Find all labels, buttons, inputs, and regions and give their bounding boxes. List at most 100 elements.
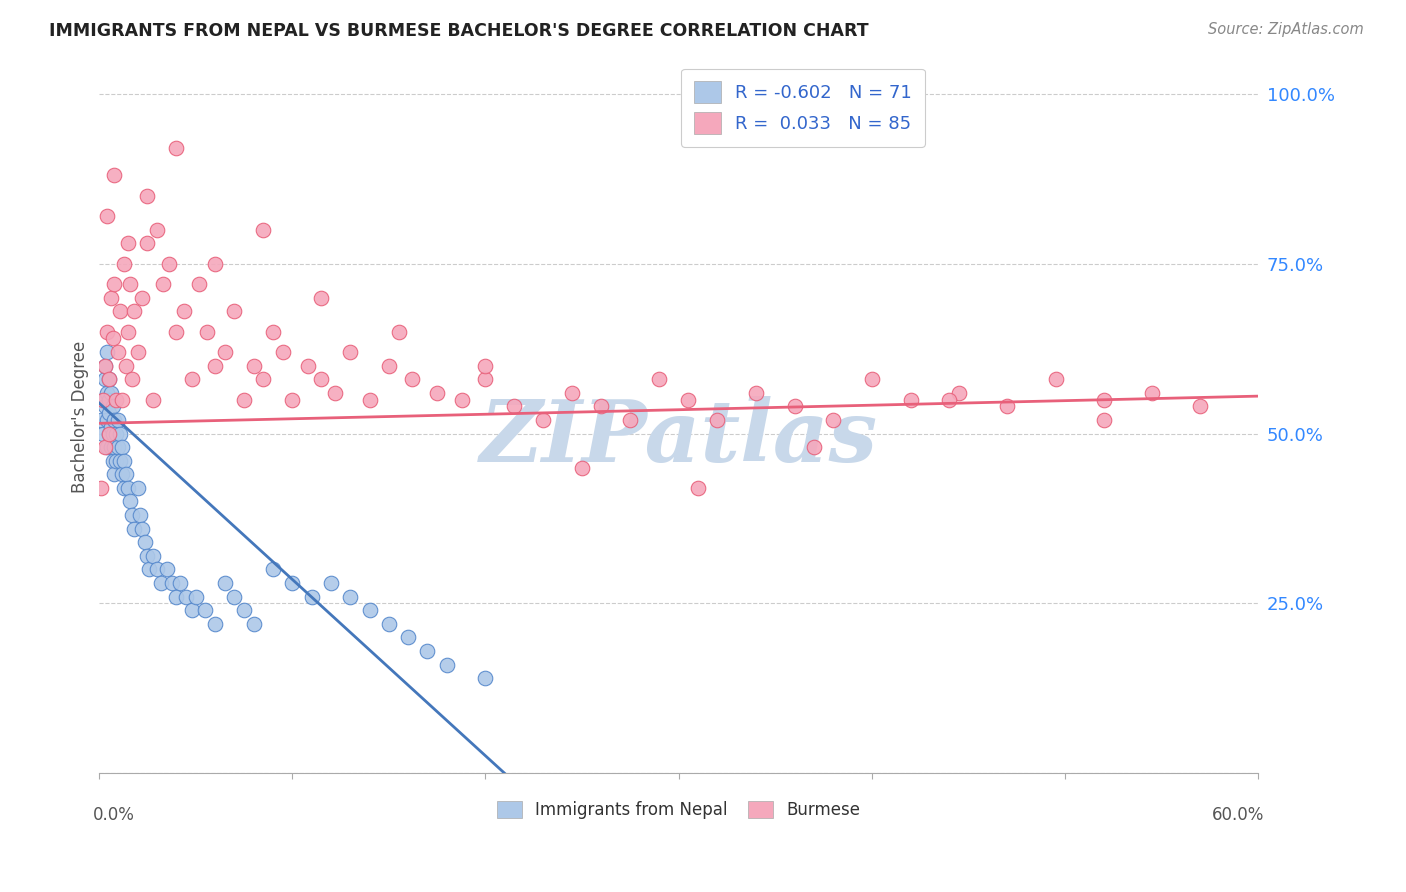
Point — [474, 372, 496, 386]
Point — [107, 345, 129, 359]
Point — [1045, 372, 1067, 386]
Point — [156, 562, 179, 576]
Point — [396, 631, 419, 645]
Point — [101, 453, 124, 467]
Point — [101, 400, 124, 414]
Point — [96, 440, 118, 454]
Point — [94, 359, 117, 373]
Point — [115, 359, 138, 373]
Point — [242, 359, 264, 373]
Point — [571, 460, 593, 475]
Point — [112, 453, 135, 467]
Point — [117, 325, 139, 339]
Point — [706, 413, 728, 427]
Point — [103, 467, 125, 482]
Point — [1189, 400, 1212, 414]
Point — [359, 392, 381, 407]
Point — [100, 419, 122, 434]
Point — [1092, 413, 1115, 427]
Point — [90, 413, 112, 427]
Text: Source: ZipAtlas.com: Source: ZipAtlas.com — [1208, 22, 1364, 37]
Point — [107, 413, 129, 427]
Point — [195, 325, 218, 339]
Point — [436, 657, 458, 672]
Point — [105, 392, 128, 407]
Point — [118, 277, 141, 291]
Point — [101, 331, 124, 345]
Point — [142, 392, 165, 407]
Point — [115, 467, 138, 482]
Point — [297, 359, 319, 373]
Point — [91, 392, 114, 407]
Point — [138, 562, 160, 576]
Point — [214, 576, 236, 591]
Point — [173, 304, 195, 318]
Point — [281, 392, 304, 407]
Point — [301, 590, 323, 604]
Point — [110, 304, 132, 318]
Point — [232, 603, 254, 617]
Point — [121, 508, 143, 522]
Point — [122, 522, 145, 536]
Point — [180, 603, 202, 617]
Point — [128, 508, 150, 522]
Point — [938, 392, 960, 407]
Point — [474, 359, 496, 373]
Point — [107, 440, 129, 454]
Point — [232, 392, 254, 407]
Point — [131, 291, 153, 305]
Point — [823, 413, 845, 427]
Point — [94, 440, 117, 454]
Point — [152, 277, 174, 291]
Point — [110, 426, 132, 441]
Point — [103, 168, 125, 182]
Point — [1140, 385, 1163, 400]
Point — [204, 359, 226, 373]
Point — [94, 359, 117, 373]
Point — [281, 576, 304, 591]
Point — [252, 222, 274, 236]
Point — [136, 549, 159, 563]
Text: 0.0%: 0.0% — [93, 805, 135, 823]
Point — [194, 603, 217, 617]
Point — [111, 467, 134, 482]
Point — [214, 345, 236, 359]
Point — [339, 590, 361, 604]
Point — [105, 453, 128, 467]
Point — [157, 256, 180, 270]
Point — [118, 494, 141, 508]
Point — [100, 440, 122, 454]
Point — [97, 426, 120, 441]
Point — [474, 671, 496, 685]
Point — [165, 325, 187, 339]
Point — [591, 400, 613, 414]
Point — [165, 590, 187, 604]
Point — [309, 291, 332, 305]
Point — [252, 372, 274, 386]
Point — [146, 222, 169, 236]
Point — [97, 406, 120, 420]
Point — [103, 440, 125, 454]
Point — [323, 385, 346, 400]
Point — [426, 385, 449, 400]
Point — [262, 562, 284, 576]
Point — [503, 400, 526, 414]
Point — [127, 345, 149, 359]
Point — [204, 256, 226, 270]
Point — [90, 481, 112, 495]
Point — [91, 392, 114, 407]
Point — [94, 400, 117, 414]
Point — [100, 291, 122, 305]
Point — [134, 535, 156, 549]
Point — [224, 304, 246, 318]
Point — [224, 590, 246, 604]
Point — [112, 481, 135, 495]
Point — [111, 440, 134, 454]
Point — [103, 277, 125, 291]
Point — [122, 304, 145, 318]
Legend: Immigrants from Nepal, Burmese: Immigrants from Nepal, Burmese — [491, 794, 868, 826]
Point — [97, 392, 120, 407]
Point — [686, 481, 709, 495]
Point — [111, 392, 134, 407]
Point — [149, 576, 172, 591]
